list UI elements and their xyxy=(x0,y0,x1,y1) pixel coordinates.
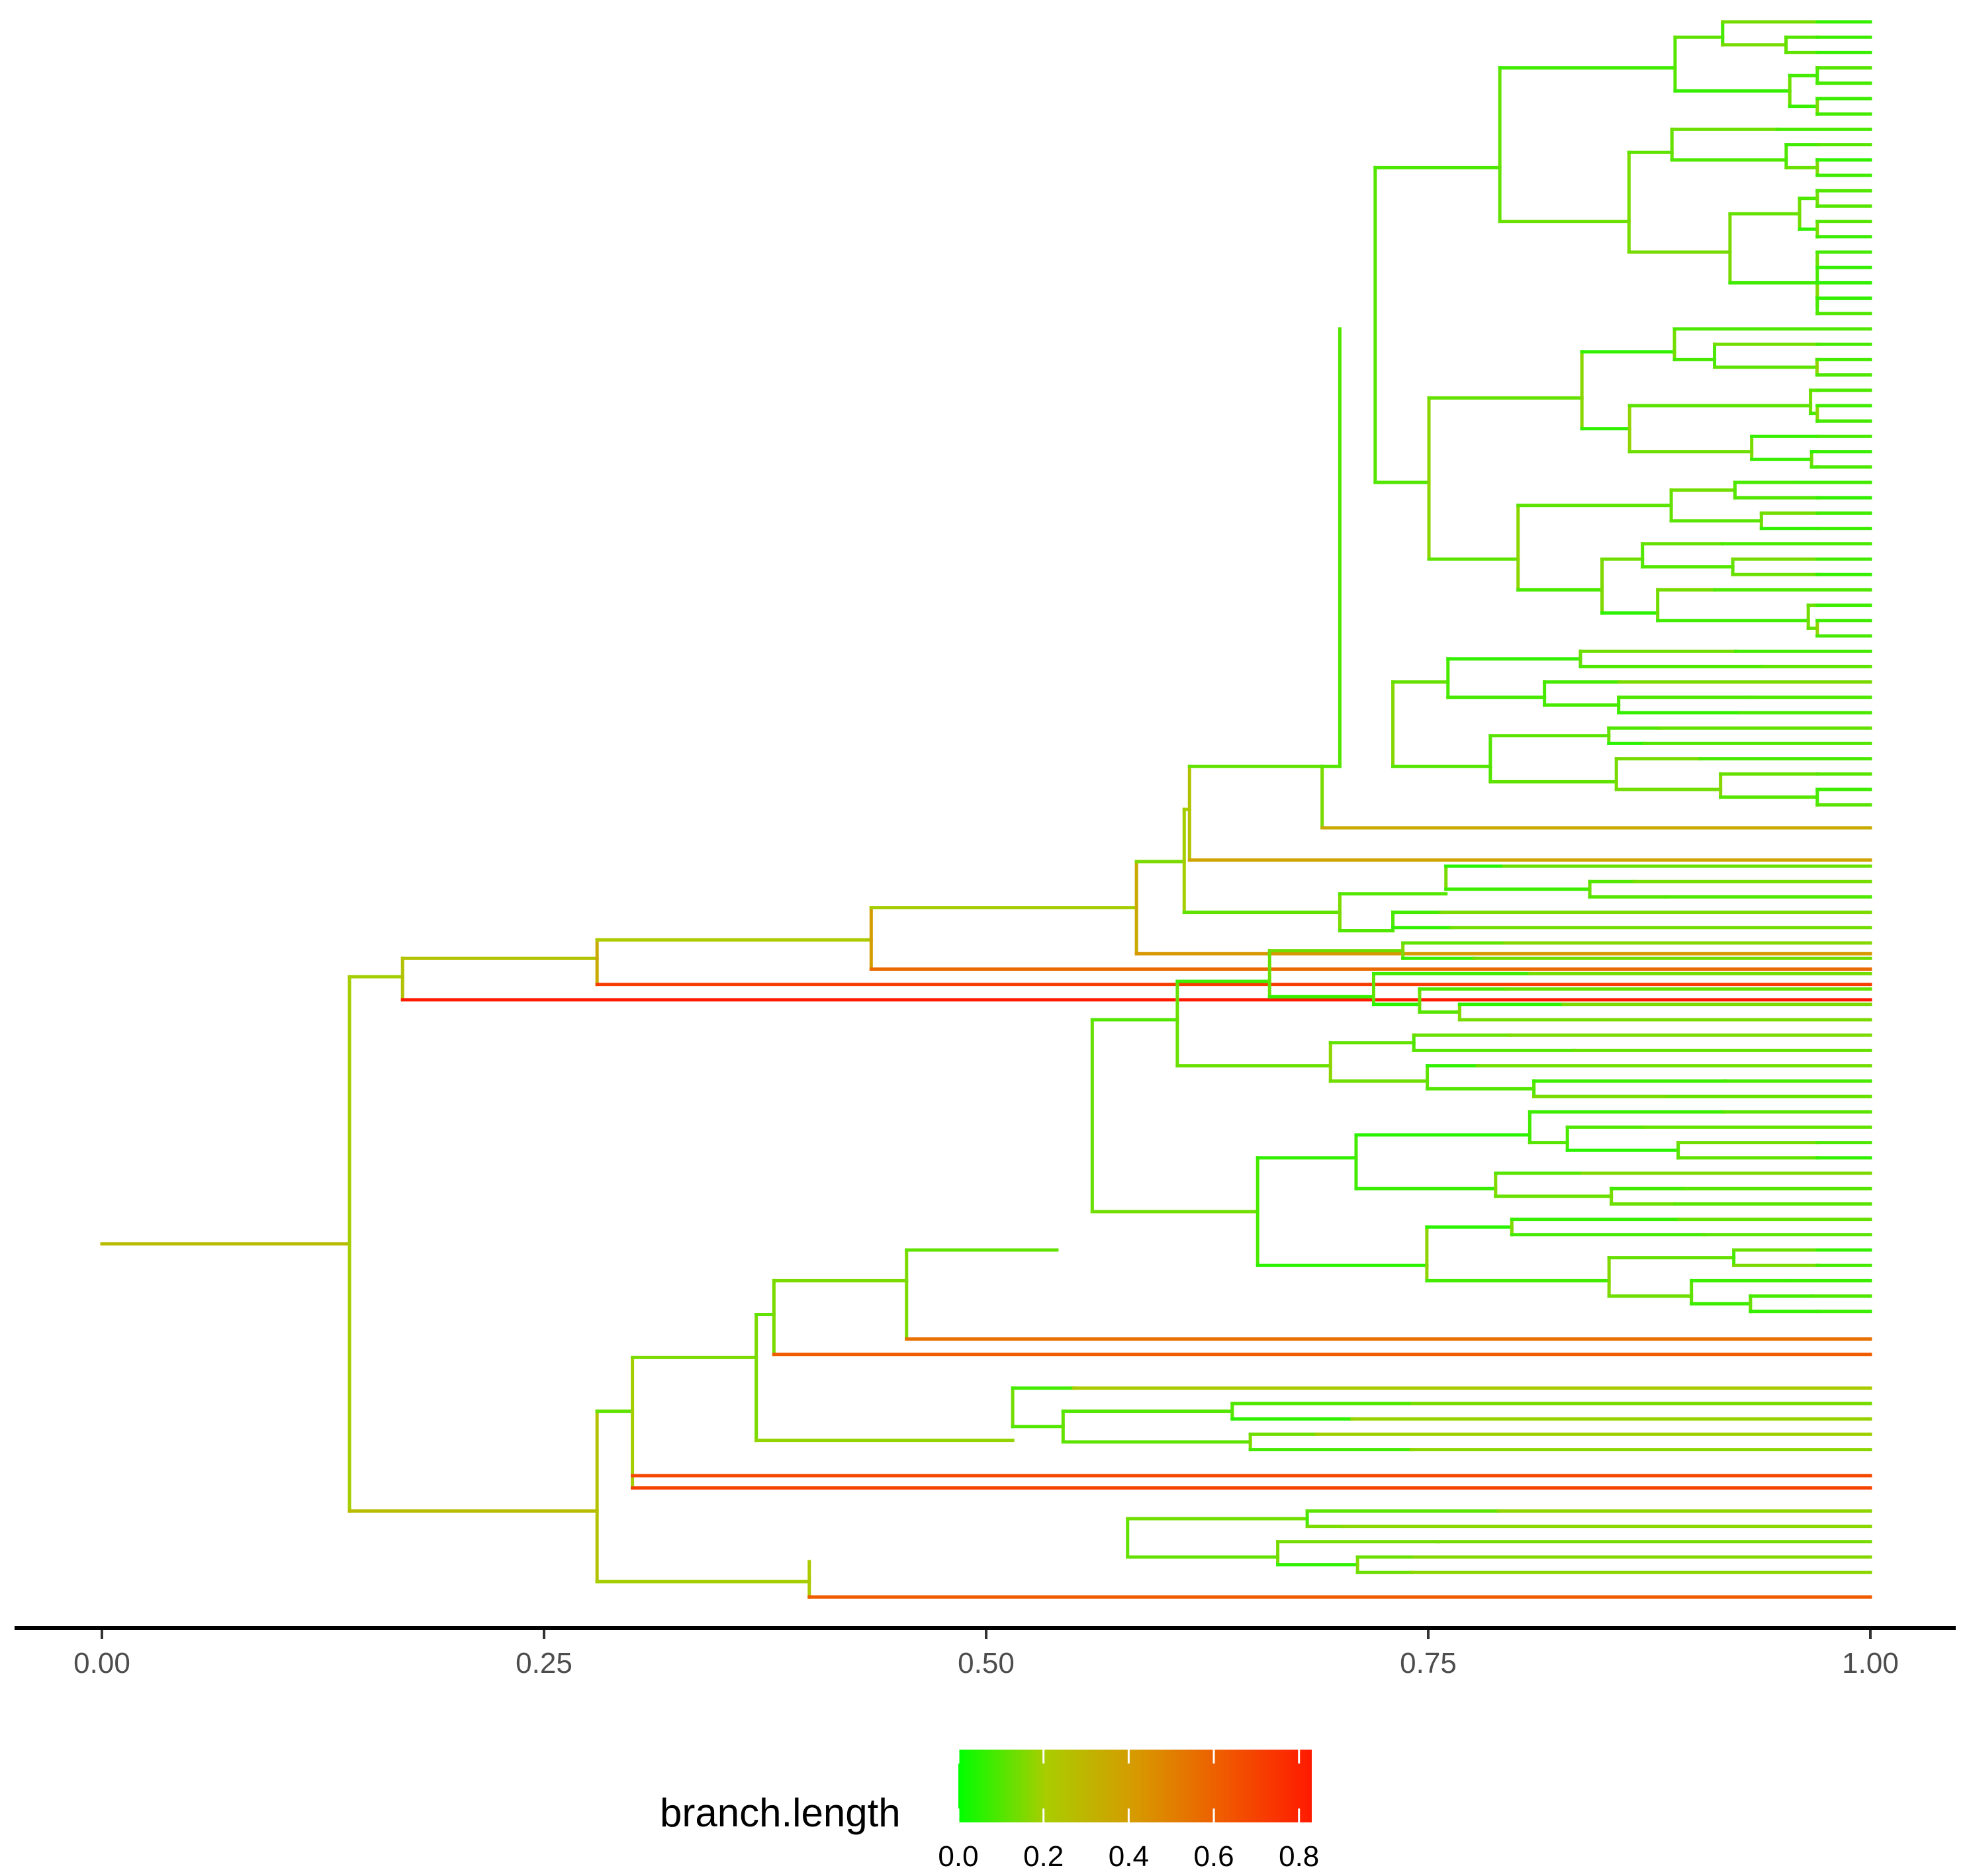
x-axis-ticks: 0.00 0.25 0.50 0.75 1.00 xyxy=(73,1630,1899,1679)
colorbar-tick-label: 0.0 xyxy=(938,1840,978,1873)
colorbar-tick-label: 0.4 xyxy=(1109,1840,1149,1873)
colorbar-tick-label: 0.2 xyxy=(1023,1840,1064,1873)
colorbar-ticks: 0.0 0.2 0.4 0.6 0.8 xyxy=(938,1750,1319,1873)
x-axis: 0.00 0.25 0.50 0.75 1.00 xyxy=(15,1626,1956,1679)
legend-title: branch.length xyxy=(660,1791,901,1835)
x-tick-label: 0.50 xyxy=(958,1647,1015,1679)
x-tick-label: 0.75 xyxy=(1400,1647,1457,1679)
colorbar-tick-label: 0.8 xyxy=(1279,1840,1319,1873)
tree-branches xyxy=(100,20,1872,1599)
colorbar xyxy=(958,1750,1312,1822)
x-tick-label: 0.00 xyxy=(73,1647,130,1679)
legend: branch.length 0.0 0.2 0.4 0.6 0.8 xyxy=(660,1750,1319,1873)
x-tick-label: 1.00 xyxy=(1842,1647,1899,1679)
x-tick-label: 0.25 xyxy=(516,1647,572,1679)
colorbar-tick-label: 0.6 xyxy=(1193,1840,1234,1873)
